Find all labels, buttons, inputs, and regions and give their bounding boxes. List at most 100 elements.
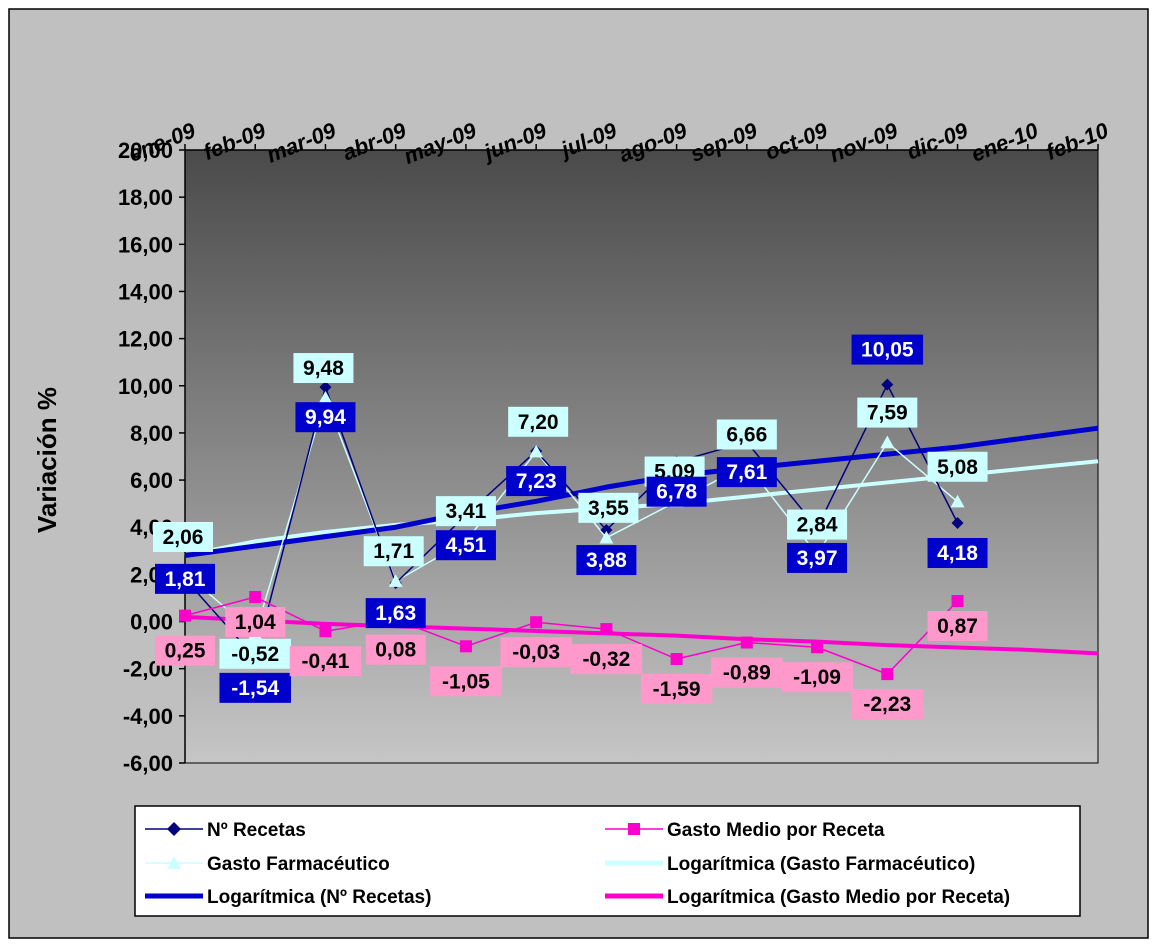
legend-entry: Gasto Medio por Receta <box>605 820 885 841</box>
label-n-recetas-box <box>787 542 848 573</box>
label-gasto-medio-text: -0,41 <box>302 650 350 673</box>
y-tick-label: 12,00 <box>118 327 173 352</box>
label-n-recetas: 3,88 <box>576 545 637 576</box>
legend-label: Logarítmica (Gasto Farmacéutico) <box>667 854 975 875</box>
label-gasto-medio-box <box>640 674 713 705</box>
point-gasto-medio <box>670 653 683 666</box>
label-n-recetas-box <box>219 672 291 703</box>
label-gasto-farmaceutico-box <box>363 536 424 567</box>
legend-marker <box>628 823 640 835</box>
y-axis-title: Variación % <box>32 387 62 533</box>
label-gasto-farmaceutico: 3,41 <box>435 496 496 527</box>
y-axis: 20,0018,0016,0014,0012,0010,008,006,004,… <box>118 138 186 776</box>
legend-entry: Gasto Farmacéutico <box>145 854 390 875</box>
label-n-recetas: 4,18 <box>927 537 988 568</box>
point-gasto-farmaceutico <box>318 391 333 404</box>
label-gasto-medio-box <box>225 607 286 638</box>
label-gasto-medio-box <box>711 657 783 688</box>
label-n-recetas: 7,23 <box>506 466 567 497</box>
label-n-recetas-text: 1,63 <box>375 602 416 625</box>
label-n-recetas-text: 9,94 <box>305 406 346 429</box>
label-gasto-farmaceutico: 9,48 <box>293 353 354 384</box>
label-gasto-medio: -1,09 <box>781 662 853 693</box>
y-tick-label: 18,00 <box>118 185 173 210</box>
point-gasto-medio <box>319 625 332 638</box>
label-gasto-farmaceutico: 7,59 <box>857 397 918 428</box>
y-tick-label: 14,00 <box>118 279 173 304</box>
label-n-recetas: -1,54 <box>219 672 291 703</box>
label-n-recetas: 9,94 <box>295 402 356 433</box>
label-gasto-farmaceutico-text: -0,52 <box>231 643 279 666</box>
legend-entries: Nº Recetas Gasto Medio por Receta Gasto Fa… <box>145 820 1010 908</box>
label-gasto-medio-box <box>781 662 853 693</box>
label-gasto-medio-text: -1,09 <box>793 666 841 689</box>
label-gasto-farmaceutico: 7,20 <box>508 406 569 437</box>
label-gasto-medio: 0,08 <box>365 634 426 665</box>
label-n-recetas-text: 7,23 <box>516 470 557 493</box>
label-n-recetas-box <box>851 334 924 365</box>
point-gasto-medio <box>600 623 613 636</box>
label-gasto-medio-text: 0,87 <box>937 615 978 638</box>
label-gasto-farmaceutico-text: 6,66 <box>726 424 767 447</box>
label-n-recetas-text: 1,81 <box>165 568 206 591</box>
label-gasto-medio-box <box>927 611 988 642</box>
label-gasto-medio: 0,25 <box>155 635 215 666</box>
label-gasto-medio-text: 1,04 <box>235 611 276 634</box>
label-n-recetas-text: 7,61 <box>726 461 767 484</box>
y-tick-label: 0,00 <box>130 610 173 635</box>
point-n-recetas <box>600 524 613 537</box>
label-n-recetas-box <box>295 402 356 433</box>
label-gasto-farmaceutico: 3,55 <box>578 492 639 523</box>
label-n-recetas-box <box>716 457 777 488</box>
y-tick-label: 8,00 <box>130 421 173 446</box>
label-gasto-farmaceutico-text: 3,55 <box>588 497 629 520</box>
y-tick-label: -4,00 <box>123 704 173 729</box>
label-n-recetas-box <box>576 545 637 576</box>
legend-label: Gasto Medio por Receta <box>667 820 885 841</box>
label-gasto-farmaceutico-box <box>153 521 213 552</box>
label-gasto-medio-box <box>851 689 924 720</box>
label-n-recetas: 4,51 <box>435 530 496 561</box>
label-n-recetas: 1,63 <box>365 598 426 629</box>
y-tick-label: 20,00 <box>118 138 173 163</box>
label-gasto-medio-box <box>365 634 426 665</box>
label-n-recetas: 7,61 <box>716 457 777 488</box>
label-gasto-farmaceutico-text: 2,06 <box>163 526 204 549</box>
legend-marker <box>167 822 181 836</box>
series-line-n-recetas <box>184 383 959 659</box>
point-gasto-farmaceutico <box>950 494 965 508</box>
point-n-recetas <box>881 378 894 391</box>
label-gasto-medio-text: -1,05 <box>442 670 490 693</box>
point-gasto-medio <box>740 636 753 649</box>
legend-entry: Logarítmica (Nº Recetas) <box>145 887 431 908</box>
point-gasto-medio <box>951 595 964 608</box>
label-gasto-medio: -0,03 <box>500 637 572 668</box>
point-gasto-medio <box>459 640 472 653</box>
legend-marker <box>167 856 181 869</box>
point-n-recetas <box>319 381 332 394</box>
label-gasto-medio-box <box>155 635 215 666</box>
label-gasto-medio-text: 0,08 <box>375 639 416 662</box>
label-n-recetas: 3,97 <box>787 542 848 573</box>
label-gasto-medio-box <box>289 646 362 677</box>
label-gasto-farmaceutico-text: 9,48 <box>303 357 344 380</box>
y-tick-label: 16,00 <box>118 232 173 257</box>
label-gasto-farmaceutico: 1,71 <box>363 536 424 567</box>
point-gasto-farmaceutico <box>388 574 403 587</box>
label-gasto-medio-box <box>500 637 572 668</box>
trend-line-n-recetas <box>184 425 1099 559</box>
label-gasto-medio: 1,04 <box>225 607 286 638</box>
label-gasto-farmaceutico-text: 3,41 <box>445 500 486 523</box>
label-gasto-medio: -0,41 <box>289 646 362 677</box>
label-gasto-medio-text: -1,59 <box>653 678 701 701</box>
label-n-recetas-text: 6,78 <box>656 481 697 504</box>
label-gasto-farmaceutico-text: 1,71 <box>373 540 414 563</box>
label-gasto-medio: -0,89 <box>711 657 783 688</box>
label-gasto-medio: -0,32 <box>570 644 643 675</box>
point-n-recetas <box>951 516 964 529</box>
legend-label: Logarítmica (Nº Recetas) <box>207 887 431 908</box>
label-n-recetas-box <box>927 537 988 568</box>
series-line-gasto-medio <box>184 596 959 675</box>
label-gasto-farmaceutico-text: 2,84 <box>797 514 838 537</box>
label-gasto-farmaceutico-box <box>857 397 918 428</box>
